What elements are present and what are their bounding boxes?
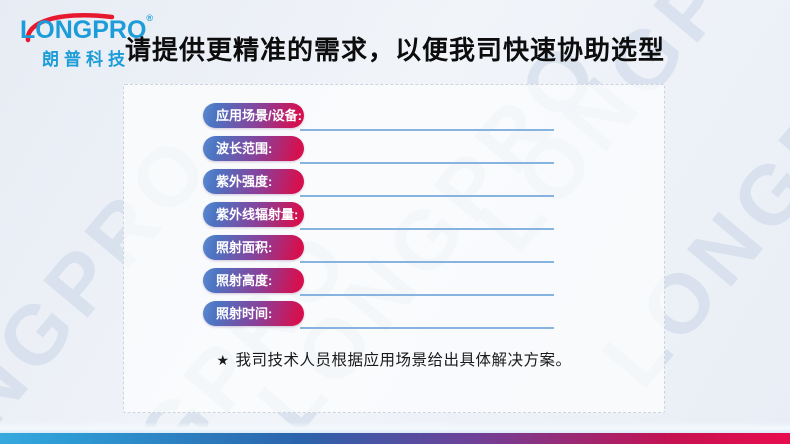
form-field-row: 照射时间: <box>203 301 554 329</box>
requirements-panel: 应用场景/设备: 波长范围: 紫外强度: 紫外线辐射量: <box>123 84 665 413</box>
form-field-row: 照射高度: <box>203 268 554 296</box>
field-label-pill: 应用场景/设备: <box>203 103 304 128</box>
logo-company-name: 朗普科技 <box>42 50 130 69</box>
footnote: ★ 我司技术人员根据应用场景给出具体解决方案。 <box>124 348 664 370</box>
field-label-pill: 紫外线辐射量: <box>203 202 304 227</box>
form-field-list: 应用场景/设备: 波长范围: 紫外强度: 紫外线辐射量: <box>203 103 554 334</box>
logo-swoosh-icon <box>25 13 115 43</box>
field-blank-line <box>300 261 554 263</box>
field-label: 紫外线辐射量: <box>216 207 299 222</box>
field-label: 紫外强度: <box>216 174 273 189</box>
footer-accent-bar <box>0 433 790 444</box>
field-blank-line <box>300 327 554 329</box>
field-blank-line <box>300 228 554 230</box>
form-field-row: 波长范围: <box>203 136 554 164</box>
field-label: 照射面积: <box>216 240 273 255</box>
field-label: 照射时间: <box>216 306 273 321</box>
field-blank-line <box>300 129 554 131</box>
form-field-row: 照射面积: <box>203 235 554 263</box>
field-label-pill: 波长范围: <box>203 136 304 161</box>
page-title: 请提供更精准的需求，以便我司快速协助选型 <box>124 35 665 65</box>
logo-wordmark: LONGPRO <box>20 16 147 44</box>
form-field-row: 紫外强度: <box>203 169 554 197</box>
field-blank-line <box>300 195 554 197</box>
brand-logo: LONGPRO® 朗普科技 <box>20 10 153 70</box>
field-label-pill: 照射面积: <box>203 235 304 260</box>
field-label-pill: 紫外强度: <box>203 169 304 194</box>
field-blank-line <box>300 294 554 296</box>
field-label: 波长范围: <box>216 141 273 156</box>
registered-trademark-icon: ® <box>146 13 154 23</box>
footer-glow <box>0 422 790 433</box>
form-field-row: 紫外线辐射量: <box>203 202 554 230</box>
field-label-pill: 照射高度: <box>203 268 304 293</box>
field-label: 照射高度: <box>216 273 273 288</box>
star-icon: ★ <box>216 352 230 368</box>
footnote-text: 我司技术人员根据应用场景给出具体解决方案。 <box>235 352 572 369</box>
field-blank-line <box>300 162 554 164</box>
field-label-pill: 照射时间: <box>203 301 304 326</box>
form-field-row: 应用场景/设备: <box>203 103 554 131</box>
field-label: 应用场景/设备: <box>216 108 302 123</box>
